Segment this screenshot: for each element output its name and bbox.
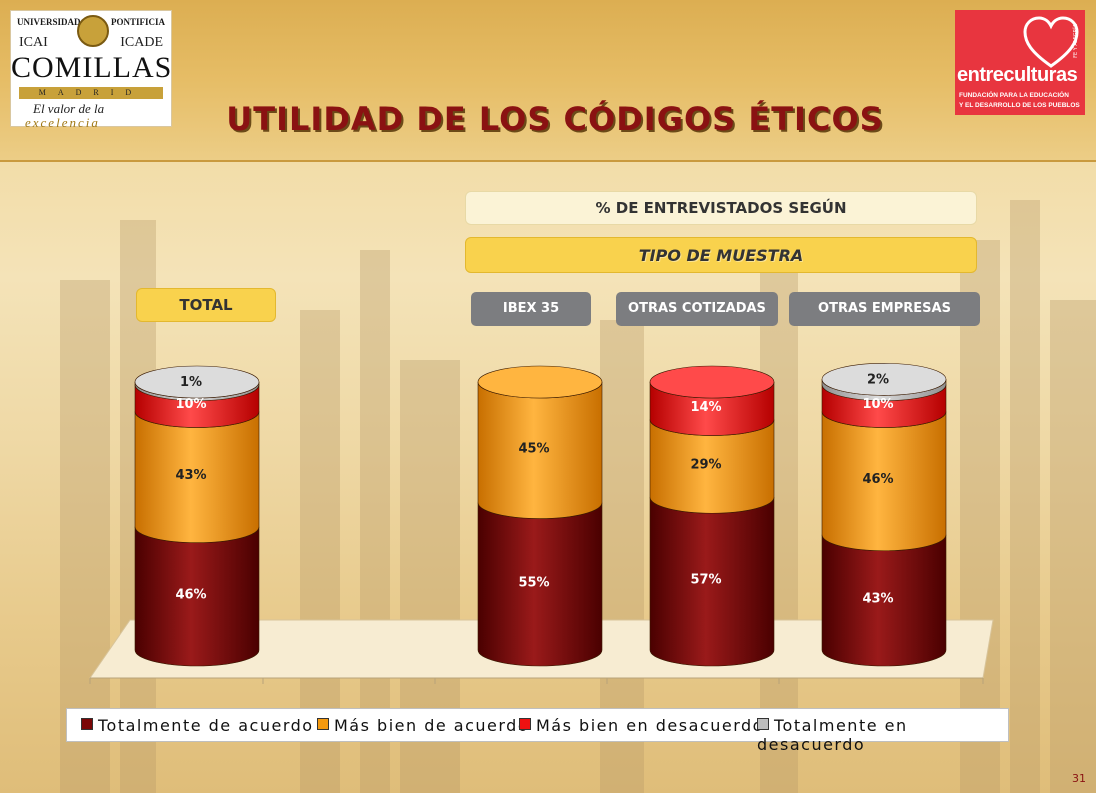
bar-value-label: 43% [175, 468, 206, 483]
legend-item-totalmente-acuerdo: Totalmente de acuerdo [81, 716, 314, 735]
category-label-ibex35: IBEX 35 [471, 292, 591, 326]
total-label: TOTAL [136, 288, 276, 322]
legend-label: Más bien de acuerdo [334, 716, 530, 735]
logo-entreculturas-tagline-2: Y EL DESARROLLO DE LOS PUEBLOS [959, 102, 1080, 109]
bar-top-cap [649, 365, 775, 399]
legend-label: Más bien en desacuerdo [536, 716, 764, 735]
category-label-otras-cotizadas: OTRAS COTIZADAS [616, 292, 778, 326]
logo-icade-text: ICADE [120, 35, 163, 50]
bar-group: 55% 45% [477, 365, 603, 667]
logo-icai-text: ICAI [19, 35, 48, 50]
page-title: UTILIDAD DE LOS CÓDIGOS ÉTICOS [226, 100, 884, 138]
bar-group: 46% 43% 10% 1% [134, 365, 260, 667]
logo-pontificia-text: PONTIFICIA [110, 17, 165, 27]
legend-item-mas-bien-desacuerdo: Más bien en desacuerdo [519, 716, 764, 735]
bar-value-label: 45% [518, 441, 549, 456]
logo-comillas-text: COMILLAS [11, 51, 173, 84]
legend-label: Totalmente de acuerdo [98, 716, 314, 735]
logo-universidad-text: UNIVERSIDAD [17, 17, 81, 27]
legend-swatch [757, 718, 769, 730]
entreculturas-logo: FE Y ALEGRÍA entreculturas FUNDACIÓN PAR… [955, 10, 1085, 115]
chart-legend: Totalmente de acuerdo Más bien de acuerd… [66, 708, 1009, 754]
bar-group: 43% 46% 10% 2% [821, 363, 947, 667]
logo-tagline-1: El valor de la [33, 101, 105, 116]
bar-value-label: 2% [867, 372, 889, 387]
university-seal-icon [77, 15, 109, 47]
legend-swatch [317, 718, 329, 730]
bar-value-label: 1% [180, 375, 202, 390]
entrevistados-label: % DE ENTREVISTADOS SEGÚN [465, 191, 977, 225]
tipo-muestra-label: TIPO DE MUESTRA [465, 237, 977, 273]
bar-value-label: 46% [175, 587, 206, 602]
page-number: 31 [1072, 772, 1086, 785]
bar-value-label: 14% [690, 400, 721, 415]
bar-group: 57% 29% 14% [649, 365, 775, 667]
bar-value-label: 57% [690, 573, 721, 588]
bar-top-cap [821, 363, 947, 396]
bar-top-cap [134, 365, 260, 399]
legend-swatch [81, 718, 93, 730]
comillas-logo: UNIVERSIDAD PONTIFICIA ICAI ICADE COMILL… [10, 10, 173, 130]
bar-value-label: 46% [862, 472, 893, 487]
header-band [0, 0, 1096, 162]
bar-value-label: 29% [690, 457, 721, 472]
chart-bars: 46% 43% 10% 1% 55% 45% 57% 29% 14% 43% 46% 10% 2% [134, 363, 947, 667]
logo-madrid-text: MADRID [19, 87, 163, 99]
heart-icon [1023, 16, 1079, 68]
bar-value-label: 10% [175, 397, 206, 412]
legend-item-totalmente-desacuerdo: Totalmente en desacuerdo [757, 716, 1008, 754]
bar-value-label: 55% [518, 575, 549, 590]
bar-value-label: 10% [862, 397, 893, 412]
legend-label: Totalmente en desacuerdo [757, 716, 908, 754]
category-label-otras-empresas: OTRAS EMPRESAS [789, 292, 980, 326]
bar-top-cap [477, 365, 603, 399]
legend-swatch [519, 718, 531, 730]
logo-entreculturas-text: entreculturas [957, 64, 1078, 86]
logo-tagline-2: excelencia [25, 115, 100, 130]
logo-entreculturas-tagline-1: FUNDACIÓN PARA LA EDUCACIÓN [959, 92, 1069, 99]
bar-value-label: 43% [862, 591, 893, 606]
legend-item-mas-bien-acuerdo: Más bien de acuerdo [317, 716, 529, 735]
